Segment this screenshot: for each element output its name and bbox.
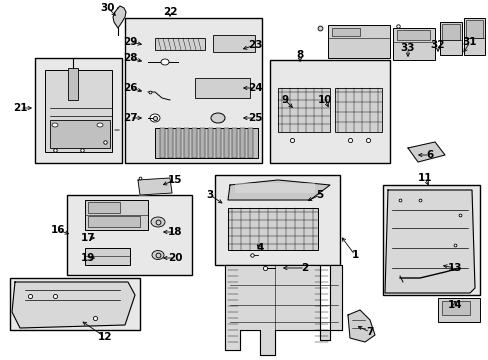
Bar [160,128,164,158]
Text: 33: 33 [400,43,414,53]
Text: 17: 17 [81,233,95,243]
Text: 14: 14 [447,300,461,310]
Bar [240,128,244,158]
Bar [88,216,140,227]
Bar [331,28,359,36]
Bar [441,301,469,315]
Text: 5: 5 [316,190,323,200]
Bar [183,128,189,158]
Text: 11: 11 [417,173,431,183]
Text: 15: 15 [167,175,182,185]
Bar [441,24,459,40]
Bar [35,58,122,163]
Ellipse shape [52,123,58,127]
Bar [235,183,314,193]
Bar [396,30,429,40]
Text: 30: 30 [101,3,115,13]
Bar [85,248,130,265]
Text: 29: 29 [122,37,137,47]
Text: 2: 2 [301,263,308,273]
Bar [10,278,140,330]
Polygon shape [138,178,172,195]
Bar [227,208,317,250]
Text: 12: 12 [98,332,112,342]
Bar [437,298,479,322]
Text: 19: 19 [81,253,95,263]
Bar [155,128,258,158]
Text: 22: 22 [163,7,177,17]
Text: 13: 13 [447,263,461,273]
Text: 31: 31 [462,37,476,47]
Polygon shape [224,265,341,355]
Polygon shape [227,180,329,200]
Text: 24: 24 [247,83,262,93]
Bar [213,35,254,52]
Bar [247,128,252,158]
Bar [176,128,181,158]
Bar [278,88,329,132]
Text: 16: 16 [51,225,65,235]
Text: 6: 6 [426,150,433,160]
Ellipse shape [152,251,163,260]
Bar [392,28,434,60]
Bar [216,128,221,158]
Bar [465,20,482,38]
Text: 20: 20 [167,253,182,263]
Bar [195,78,249,98]
Text: 4: 4 [256,243,263,253]
Bar [334,88,381,132]
Bar [88,202,120,213]
Bar [68,68,78,100]
Ellipse shape [151,217,164,227]
Text: 8: 8 [296,50,303,60]
Bar [45,70,112,152]
Polygon shape [113,6,126,28]
Text: 23: 23 [247,40,262,50]
Bar [215,175,339,265]
Bar [327,25,389,58]
Text: 18: 18 [167,227,182,237]
Bar [269,60,389,163]
Bar [207,128,213,158]
Text: 9: 9 [281,95,288,105]
Ellipse shape [97,123,103,127]
Bar [85,200,148,230]
Polygon shape [12,282,135,328]
Bar [382,185,479,295]
Polygon shape [407,142,444,162]
Ellipse shape [210,113,224,123]
Bar [192,128,197,158]
Bar [155,38,204,50]
Bar [67,195,192,275]
Bar [224,128,228,158]
Bar [231,128,237,158]
Ellipse shape [150,114,160,122]
Text: 3: 3 [206,190,213,200]
Polygon shape [347,310,374,342]
Polygon shape [384,190,474,293]
Text: 27: 27 [122,113,137,123]
Ellipse shape [161,59,169,65]
Text: 26: 26 [122,83,137,93]
Text: 28: 28 [122,53,137,63]
Text: 25: 25 [247,113,262,123]
Bar [200,128,204,158]
Bar [50,120,110,148]
Bar [168,128,173,158]
Bar [125,18,262,163]
Text: 1: 1 [351,250,358,260]
Text: 21: 21 [13,103,27,113]
Bar [439,22,461,55]
Bar [463,18,484,55]
Text: 7: 7 [366,327,373,337]
Text: 10: 10 [317,95,331,105]
Text: 32: 32 [430,40,445,50]
